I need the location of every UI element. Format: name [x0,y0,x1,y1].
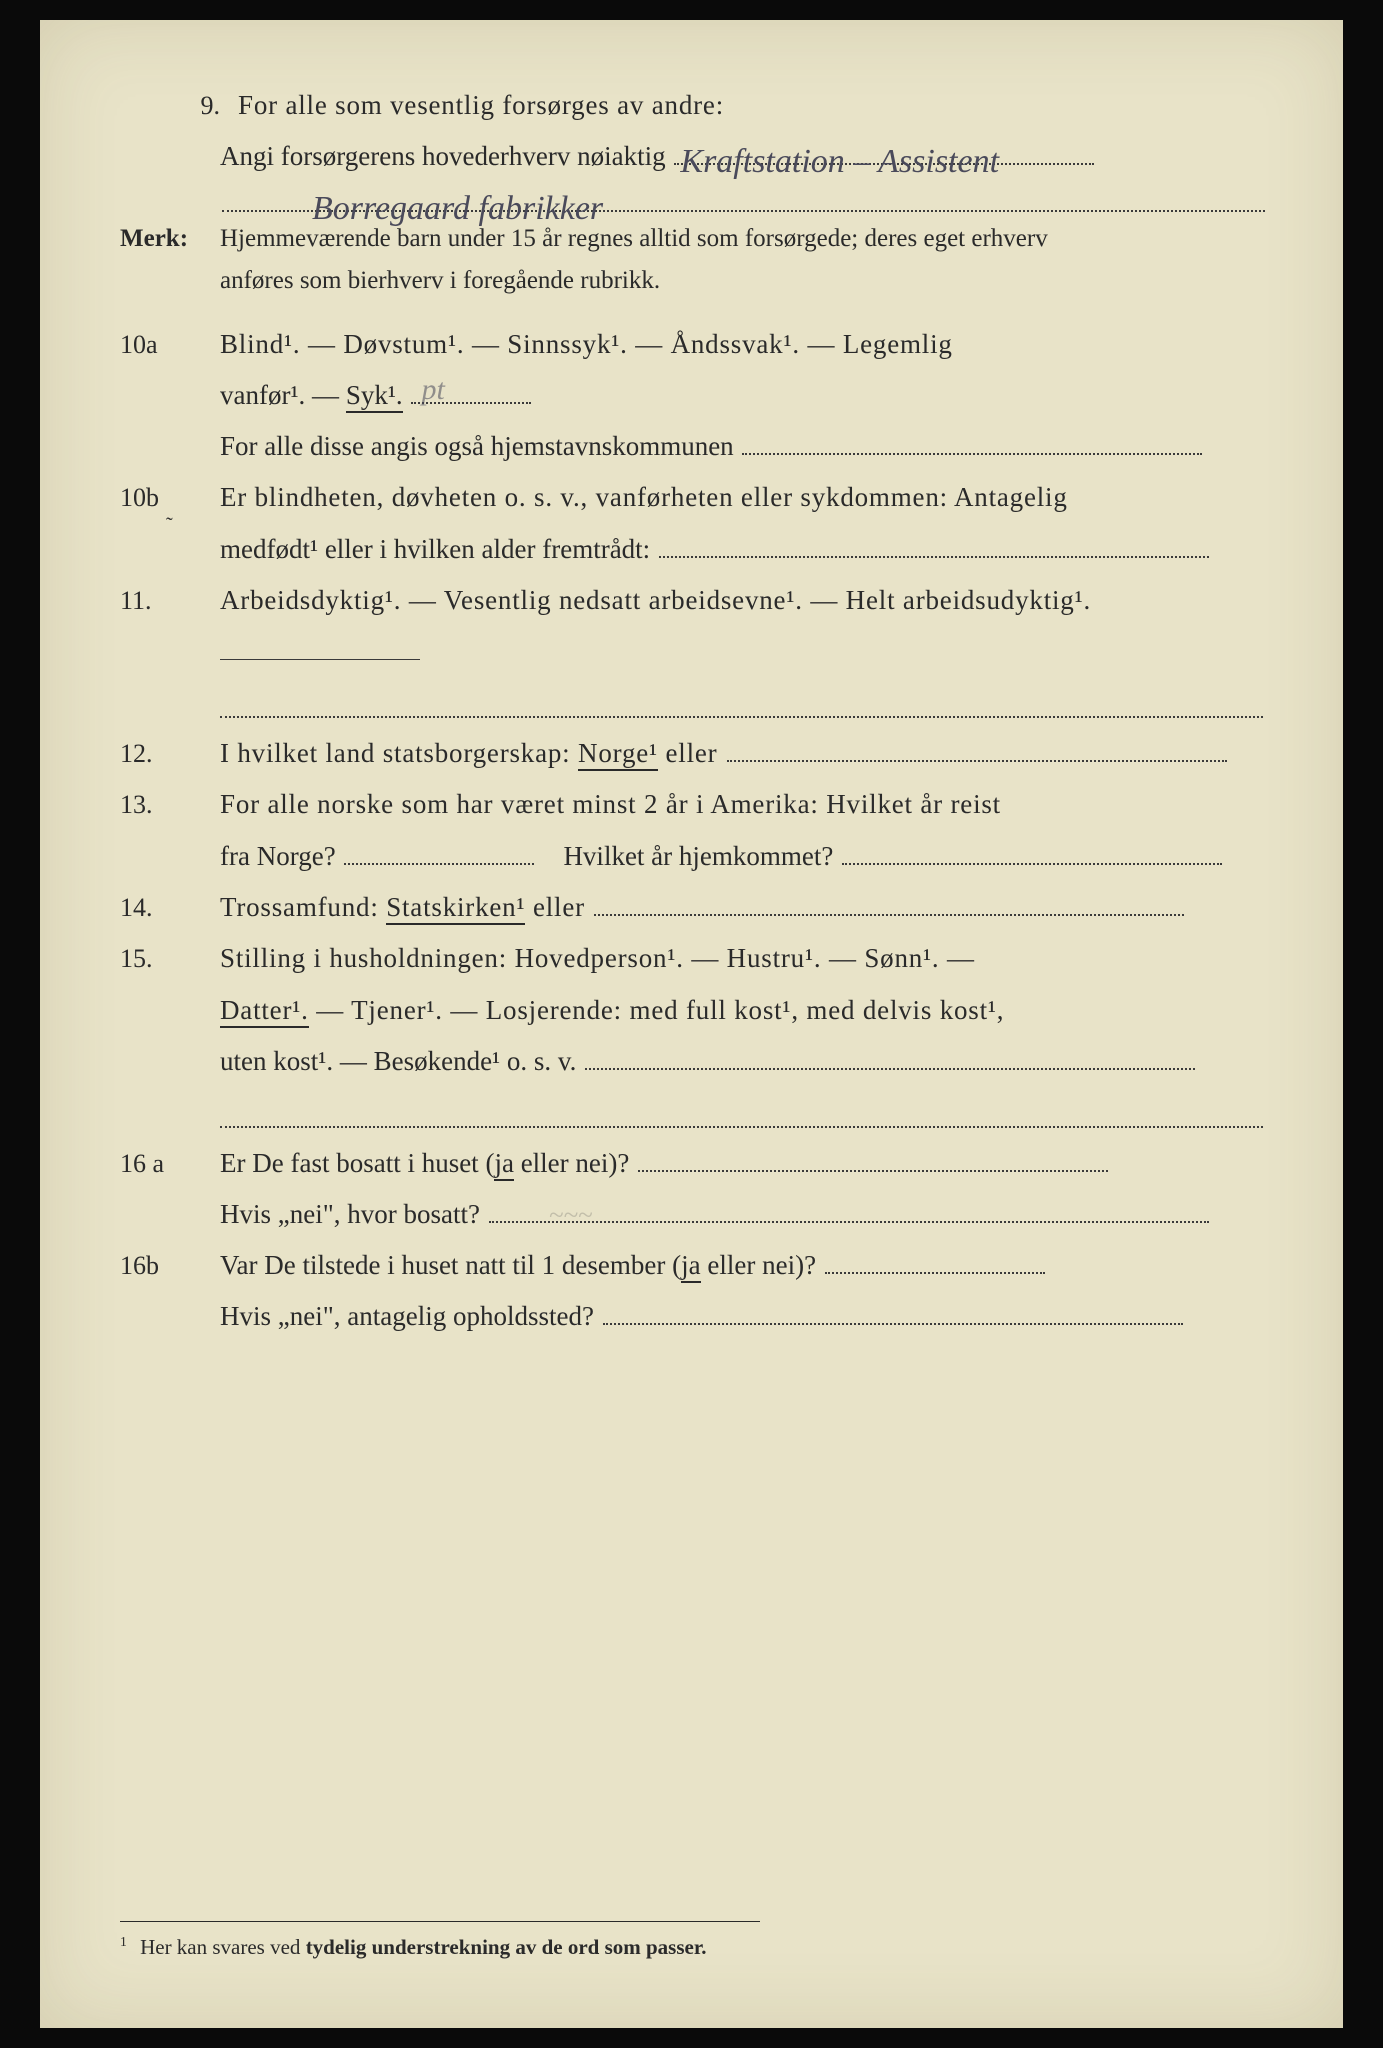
q13-field-a[interactable] [344,836,534,865]
census-form-page: 9. For alle som vesentlig forsørges av a… [40,20,1343,2028]
q9-number: 9. [120,81,238,130]
merk-row: Merk: Hjemmeværende barn under 15 år reg… [120,218,1263,303]
q13-row2: fra Norge? Hvilket år hjemkommet? [120,831,1263,882]
q16a-pre: Er De fast bosatt i huset ( [220,1148,494,1178]
q10a-row2: vanfør¹. — Syk¹. pt [120,370,1263,421]
q9-handwritten-2: Borregaard fabrikker [312,177,603,242]
q16b-ja: ja [681,1250,701,1283]
q15-line2-rest: — Tjener¹. — Losjerende: med full kost¹,… [316,995,1004,1025]
q10b-line1: Er blindheten, døvheten o. s. v., vanfør… [220,472,1263,523]
q13-line1: For alle norske som har været minst 2 år… [220,779,1263,830]
q16a-smudge: ~~~ [549,1190,593,1241]
q10a-number: 10a [120,320,220,369]
q10a-row3: For alle disse angis også hjemstavnskomm… [120,421,1263,472]
q13-line2a: fra Norge? [220,841,336,871]
q10a-opts2-pre: vanfør¹. — [220,380,346,410]
q16a-post: eller nei)? [514,1148,629,1178]
q16b-field1[interactable] [825,1245,1045,1274]
q9-hw2-field[interactable]: Borregaard fabrikker [222,183,1265,212]
q14-number: 14. [120,883,220,932]
q16a-row2: Hvis „nei", hvor bosatt? ~~~ [120,1189,1263,1240]
q12-row: 12. I hvilket land statsborgerskap: Norg… [120,728,1263,779]
q14-statskirken: Statskirken¹ [386,892,525,925]
q15-blank-line[interactable] [220,1093,1263,1127]
q10b-field[interactable] [659,529,1209,558]
footnote-pre: Her kan svares ved [140,1935,306,1959]
q16a-field1[interactable] [638,1143,1108,1172]
q16a-ja: ja [494,1148,514,1181]
q11-underline-mark [220,626,1263,677]
q9-line1: Angi forsørgerens hovederhverv nøiaktig … [120,131,1263,182]
q13-line2b: Hvilket år hjemkommet? [563,841,833,871]
q16b-number: 16b [120,1241,220,1290]
q12-post: eller [666,738,718,768]
q11-row: 11. Arbeidsdyktig¹. — Vesentlig nedsatt … [120,575,1263,626]
q14-row: 14. Trossamfund: Statskirken¹ eller [120,882,1263,933]
merk-text-2: anføres som bierhverv i foregående rubri… [220,267,660,294]
q15-number: 15. [120,934,220,983]
q15-datter: Datter¹. [220,995,309,1028]
footnote: 1 Her kan svares ved tydelig understrekn… [120,1921,760,1968]
q10a-line2: For alle disse angis også hjemstavnskomm… [220,431,734,461]
q15-line1: Stilling i husholdningen: Hovedperson¹. … [220,933,1263,984]
merk-label: Merk: [120,218,220,261]
q16b-post: eller nei)? [701,1250,816,1280]
q9-prefix: Angi forsørgerens hovederhverv nøiaktig [220,141,666,171]
q12-number: 12. [120,729,220,778]
q10b-number: 10b ˷ [120,473,220,522]
q10a-row1: 10a Blind¹. — Døvstum¹. — Sinnssyk¹. — Å… [120,319,1263,370]
q13-number: 13. [120,780,220,829]
q12-field[interactable] [727,733,1227,762]
q10a-hjemstavn-field[interactable] [742,426,1202,455]
q10b-line2: medfødt¹ eller i hvilken alder fremtrådt… [220,534,650,564]
footnote-bold: tydelig understrekning av de ord som pas… [306,1935,707,1959]
q10b-row1: 10b ˷ Er blindheten, døvheten o. s. v., … [120,472,1263,523]
q14-pre: Trossamfund: [220,892,386,922]
footnote-marker: 1 [120,1934,127,1949]
q10a-syk-field[interactable]: pt [411,375,531,404]
q12-norge: Norge¹ [578,738,658,771]
q9-line2: Borregaard fabrikker [120,183,1263,212]
q16a-line2: Hvis „nei", hvor bosatt? [220,1199,480,1229]
q10b-row2: medfødt¹ eller i hvilken alder fremtrådt… [120,524,1263,575]
q16a-row1: 16 a Er De fast bosatt i huset (ja eller… [120,1138,1263,1189]
q12-pre: I hvilket land statsborgerskap: [220,738,578,768]
q16b-pre: Var De tilstede i huset natt til 1 desem… [220,1250,681,1280]
q11-text: Arbeidsdyktig¹. — Vesentlig nedsatt arbe… [220,575,1263,626]
q11-number: 11. [120,576,220,625]
q16a-number: 16 a [120,1139,220,1188]
q10b-tilde: ˷ [166,491,173,529]
q14-field[interactable] [594,887,1184,916]
q16b-row2: Hvis „nei", antagelig opholdssted? [120,1291,1263,1342]
q16b-line2: Hvis „nei", antagelig opholdssted? [220,1301,594,1331]
q15-row3: uten kost¹. — Besøkende¹ o. s. v. [120,1036,1263,1087]
q9-hw1-field[interactable]: Kraftstation – Assistent [674,136,1094,165]
q10a-opts: Blind¹. — Døvstum¹. — Sinnssyk¹. — Åndss… [220,319,1263,370]
q16a-field2[interactable]: ~~~ [489,1194,1209,1223]
q15-row2: Datter¹. — Tjener¹. — Losjerende: med fu… [120,985,1263,1036]
q9-title: For alle som vesentlig forsørges av andr… [238,80,1263,131]
q14-post: eller [533,892,585,922]
q15-field[interactable] [585,1041,1195,1070]
q15-line3: uten kost¹. — Besøkende¹ o. s. v. [220,1046,576,1076]
q13-row1: 13. For alle norske som har været minst … [120,779,1263,830]
q11-blank-line[interactable] [220,684,1263,718]
q15-blank [220,1093,1263,1127]
q10a-syk-underlined: Syk¹. [346,380,403,413]
q13-field-b[interactable] [842,836,1222,865]
q11-blank [220,684,1263,718]
q16b-row1: 16b Var De tilstede i huset natt til 1 d… [120,1240,1263,1291]
q15-row1: 15. Stilling i husholdningen: Hovedperso… [120,933,1263,984]
q16b-field2[interactable] [603,1296,1183,1325]
q10a-scribble: pt [421,361,444,418]
q9-title-row: 9. For alle som vesentlig forsørges av a… [120,80,1263,131]
